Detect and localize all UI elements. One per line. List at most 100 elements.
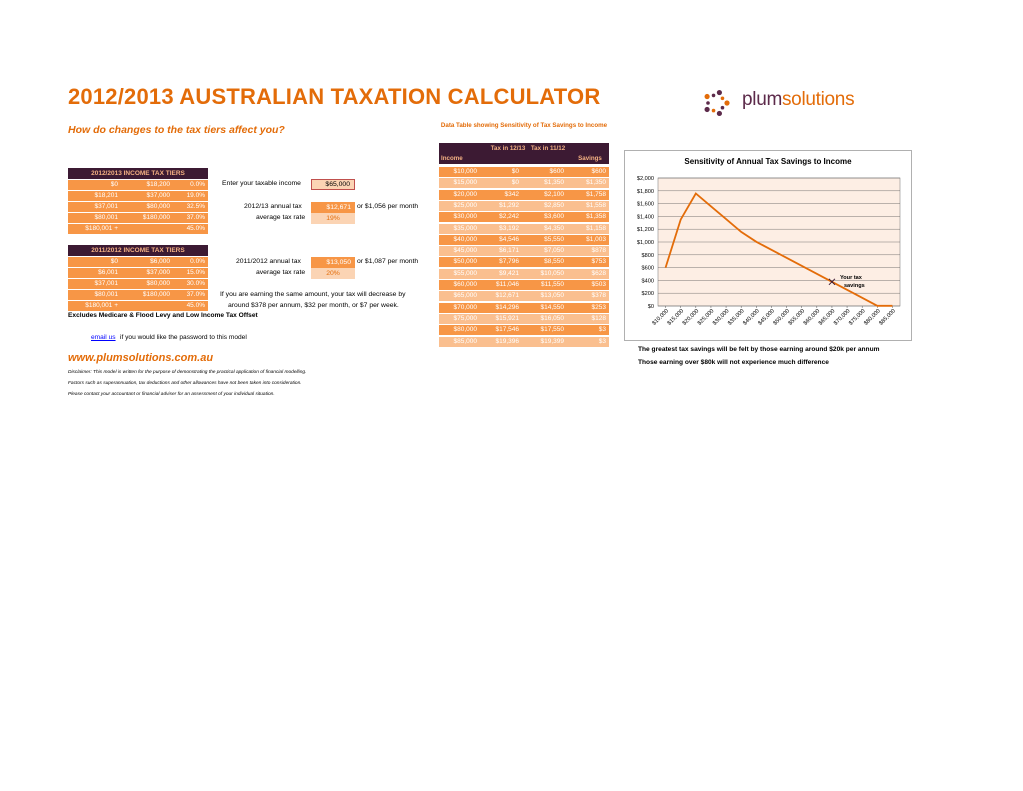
cell-tax-1213: $1,292 xyxy=(499,201,519,209)
plumsolutions-logo: plumsolutions xyxy=(700,88,890,118)
logo-dot xyxy=(724,100,730,106)
excludes-note: Excludes Medicare & Flood Levy and Low I… xyxy=(68,312,258,319)
cell-income: $50,000 xyxy=(453,258,478,266)
header-tax-1213: Tax in 12/13 xyxy=(490,145,526,152)
taxable-income-input[interactable]: $65,000 xyxy=(311,179,355,190)
table-row: $35,000 $3,192 $4,350 $1,158 xyxy=(439,222,609,234)
rate-1213-value: 19% xyxy=(311,213,355,224)
cell-savings: $1,558 xyxy=(586,201,606,209)
data-table-header: Income Tax in 12/13 Tax in 11/12 Savings xyxy=(439,143,609,164)
cell-income: $80,000 xyxy=(453,326,478,334)
cell-savings: $600 xyxy=(591,168,606,175)
cell-tax-1213: $15,921 xyxy=(495,314,520,322)
cell-savings: $628 xyxy=(591,269,606,277)
tier-row: $180,001 + 45.0% xyxy=(68,223,208,234)
tier-from: $37,001 xyxy=(94,280,119,287)
email-note: if you would like the password to this m… xyxy=(120,334,247,341)
cell-income: $45,000 xyxy=(453,247,478,255)
header-savings: Savings xyxy=(578,155,602,162)
cell-tax-1112: $16,050 xyxy=(540,314,565,322)
website-link[interactable]: www.plumsolutions.com.au xyxy=(68,352,214,364)
tier-row: $37,001 $80,000 30.0% xyxy=(68,278,208,289)
logo-dot xyxy=(704,93,710,100)
tier-row: $0 $18,200 0.0% xyxy=(68,179,208,190)
cell-savings: $1,158 xyxy=(586,224,606,232)
logo-dots-icon xyxy=(704,89,730,117)
cell-tax-1112: $2,850 xyxy=(544,201,564,209)
logo-dot xyxy=(720,105,725,110)
tax-1213-label: 2012/13 annual tax xyxy=(244,203,302,210)
email-us-link[interactable]: email us xyxy=(91,334,116,341)
cell-tax-1213: $4,546 xyxy=(499,235,519,243)
tax-1112-value: $13,050 xyxy=(311,257,355,268)
tier-row: $180,001 + 45.0% xyxy=(68,300,208,311)
disclaimer-line-3: Please contact your accountant or financ… xyxy=(68,392,275,397)
table-row: $15,000 $0 $1,350 $1,350 xyxy=(439,177,609,189)
cell-savings: $753 xyxy=(591,258,606,266)
tier-from: $180,001 + xyxy=(85,225,118,232)
tier-from: $180,001 + xyxy=(85,302,118,309)
y-tick-label: $1,200 xyxy=(637,227,654,233)
cell-income: $15,000 xyxy=(453,179,478,187)
cell-savings: $1,003 xyxy=(586,235,606,243)
tier-from: $0 xyxy=(110,258,118,265)
cell-tax-1112: $3,600 xyxy=(544,213,564,221)
table-row: $80,000 $17,546 $17,550 $3 xyxy=(439,324,609,336)
cell-income: $25,000 xyxy=(453,201,478,209)
cell-tax-1112: $1,350 xyxy=(544,179,564,187)
page-subtitle: How do changes to the tax tiers affect y… xyxy=(68,124,285,136)
tier-from: $80,001 xyxy=(94,214,119,221)
logo-wordmark: plumsolutions xyxy=(742,89,855,110)
logo-dot xyxy=(711,108,716,113)
tax-1213-value: $12,671 xyxy=(311,202,355,213)
cell-income: $60,000 xyxy=(453,281,478,288)
tier-to: $37,000 xyxy=(146,192,171,199)
cell-tax-1213: $12,671 xyxy=(495,292,520,300)
y-tick-label: $600 xyxy=(642,266,654,272)
cell-income: $65,000 xyxy=(453,292,478,300)
cell-tax-1112: $600 xyxy=(549,168,564,175)
tier-rate: 15.0% xyxy=(186,269,205,276)
cell-tax-1112: $2,100 xyxy=(544,190,564,198)
cell-tax-1213: $9,421 xyxy=(499,269,519,277)
tier-rate: 0.0% xyxy=(190,181,205,188)
cell-savings: $253 xyxy=(591,303,606,311)
y-tick-label: $200 xyxy=(642,291,654,297)
rate-1213-label: average tax rate xyxy=(256,214,306,221)
savings-series-line xyxy=(664,192,893,307)
cell-tax-1213: $2,242 xyxy=(499,213,519,221)
tier-from: $80,001 xyxy=(94,291,119,298)
y-tick-label: $400 xyxy=(642,278,654,284)
disclaimer-line-1: Disclaimer: This model is written for th… xyxy=(68,370,307,375)
table-row: $30,000 $2,242 $3,600 $1,358 xyxy=(439,211,609,223)
tier-rate: 32.5% xyxy=(186,203,205,210)
cell-tax-1213: $7,796 xyxy=(499,258,519,266)
y-tick-label: $1,600 xyxy=(637,202,654,208)
tax-1112-monthly: or $1,087 per month xyxy=(357,258,419,265)
tier-rate: 45.0% xyxy=(186,302,205,309)
tier-row: $6,001 $37,000 15.0% xyxy=(68,267,208,278)
cell-tax-1213: $19,396 xyxy=(495,337,520,345)
table-row: $85,000 $19,396 $19,399 $3 xyxy=(439,335,609,347)
cell-tax-1112: $14,550 xyxy=(540,303,565,311)
table-row: $10,000 $0 $600 $600 xyxy=(439,166,609,177)
cell-savings: $503 xyxy=(591,281,606,288)
tax-1213-monthly: or $1,056 per month xyxy=(357,203,419,210)
cell-tax-1112: $8,550 xyxy=(544,258,564,266)
cell-savings: $1,358 xyxy=(586,213,606,221)
tiers-1213-heading: 2012/2013 INCOME TAX TIERS xyxy=(68,168,208,179)
cell-tax-1112: $5,550 xyxy=(544,235,564,243)
tier-row: $37,001 $80,000 32.5% xyxy=(68,201,208,212)
tier-row: $18,201 $37,000 19.0% xyxy=(68,190,208,201)
cell-tax-1213: $0 xyxy=(511,179,519,187)
cell-savings: $3 xyxy=(598,337,606,345)
cell-tax-1112: $11,550 xyxy=(540,281,564,288)
logo-dot xyxy=(711,93,716,98)
logo-dot xyxy=(704,106,710,113)
logo-dot xyxy=(706,101,710,105)
chart-title: Sensitivity of Annual Tax Savings to Inc… xyxy=(684,157,852,166)
tax-1112-label: 2011/2012 annual tax xyxy=(236,258,301,265)
cell-tax-1213: $17,546 xyxy=(495,326,520,334)
page-title: 2012/2013 AUSTRALIAN TAXATION CALCULATOR xyxy=(68,84,601,109)
cell-savings: $378 xyxy=(591,292,606,300)
